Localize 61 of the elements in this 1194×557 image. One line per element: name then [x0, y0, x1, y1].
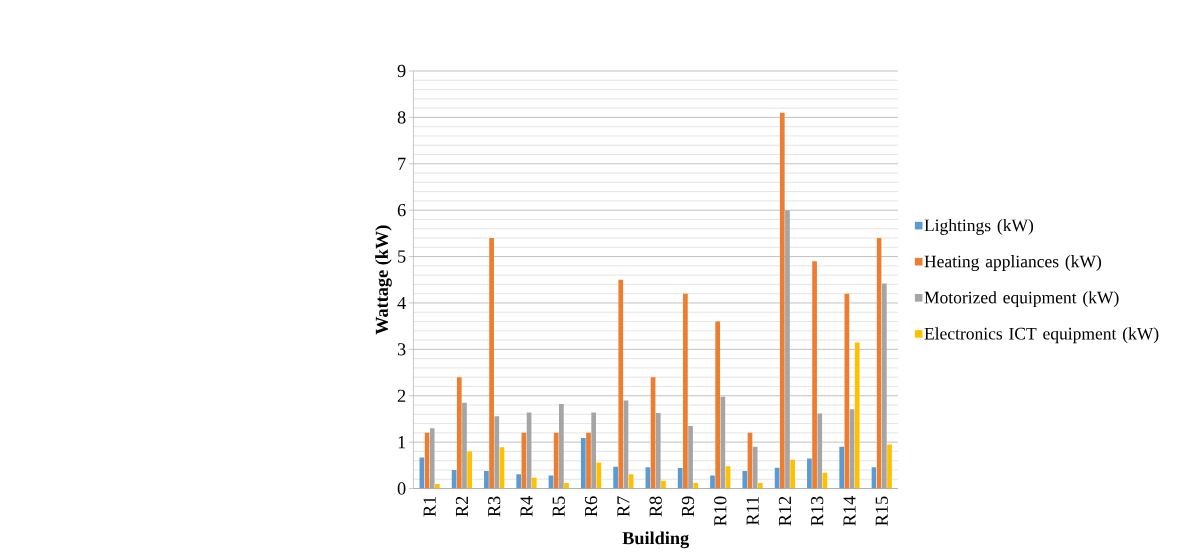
y-tick-label: 3	[397, 343, 406, 356]
x-tick-label: R11	[746, 497, 759, 526]
x-tick-label: R5	[552, 496, 565, 517]
y-tick-label: 2	[397, 389, 406, 402]
bar	[586, 432, 591, 489]
bar	[467, 451, 472, 489]
y-tick-label: 4	[397, 297, 406, 310]
bar	[757, 483, 763, 489]
bar	[693, 483, 699, 489]
y-tick-label: 0	[397, 482, 406, 495]
bar	[618, 279, 624, 489]
bar	[553, 432, 559, 489]
bar	[715, 321, 721, 489]
x-tick-label: R13	[811, 496, 824, 526]
bar	[839, 446, 845, 489]
x-tick-label: R4	[520, 496, 533, 517]
bar	[683, 293, 688, 489]
bar	[596, 462, 602, 489]
x-tick-label: R15	[875, 496, 888, 526]
bar	[752, 446, 758, 489]
bar	[564, 483, 569, 489]
x-tick-label: R6	[584, 496, 598, 517]
bar	[742, 471, 748, 489]
bar	[531, 477, 537, 489]
bar	[710, 475, 715, 489]
y-tick-label: 6	[397, 204, 406, 217]
x-tick-label: R12	[778, 496, 791, 526]
x-tick-label: R1	[423, 497, 436, 517]
bar	[484, 471, 489, 489]
bar	[812, 261, 817, 489]
bar	[434, 484, 440, 489]
bar	[489, 238, 494, 489]
bar	[779, 112, 785, 489]
bar	[516, 474, 522, 489]
y-tick-label: 7	[398, 157, 406, 170]
x-tick-label: R7	[617, 496, 630, 517]
legend-label: Lightings (kW)	[924, 219, 1034, 236]
x-tick-label: R10	[714, 496, 727, 526]
bar	[807, 458, 812, 489]
x-tick-label: R9	[681, 496, 695, 517]
bar	[854, 342, 860, 489]
x-tick-label: R14	[843, 496, 856, 526]
bar	[677, 468, 683, 489]
bar	[613, 466, 618, 489]
x-axis-title: Building	[622, 531, 689, 549]
bar	[580, 438, 586, 489]
y-tick-label: 8	[397, 111, 406, 124]
legend-label: Motorized equipment (kW)	[924, 291, 1119, 308]
x-tick-label: R2	[455, 496, 468, 517]
bar	[887, 444, 892, 489]
bar	[661, 480, 666, 489]
y-tick-label: 9	[397, 64, 406, 78]
x-tick-label: R8	[649, 496, 662, 517]
bar	[456, 377, 462, 489]
y-tick-label: 5	[398, 250, 406, 263]
legend-label: Electronics ICT equipment (kW)	[924, 327, 1159, 344]
bar	[790, 459, 795, 489]
y-axis-title: Wattage (kW)	[375, 225, 392, 335]
legend-label: Heating appliances (kW)	[924, 255, 1102, 272]
y-tick-label: 1	[398, 436, 406, 449]
x-tick-label: R3	[488, 496, 501, 517]
